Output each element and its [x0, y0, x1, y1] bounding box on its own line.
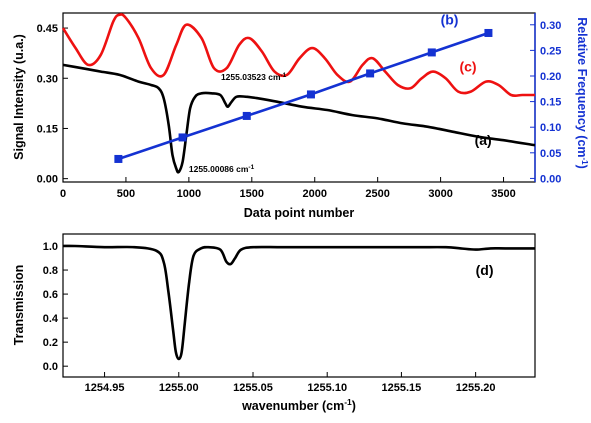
top-right-y-tick-label: 0.10	[540, 122, 561, 134]
bottom-y-axis-label: Transmission	[12, 265, 26, 346]
bottom-y-tick-label: 0.8	[43, 265, 58, 277]
top-left-y-tick-label: 0.15	[37, 123, 58, 135]
right-y-label-sup: -1	[580, 158, 589, 166]
series-b-marker	[114, 154, 123, 163]
top-x-tick-label: 1500	[240, 188, 264, 200]
top-x-tick-label: 500	[117, 188, 135, 200]
bottom-x-tick-label: 1255.05	[233, 382, 273, 394]
bottom-series-labels: (d)	[476, 262, 494, 278]
series-label: (a)	[475, 132, 492, 148]
bottom-x-label-main: wavenumber (cm	[241, 399, 344, 413]
series-b-marker	[306, 90, 315, 99]
bottom-y-ticks: 0.0 0.2 0.4 0.6 0.8 1.0	[43, 241, 68, 373]
top-x-ticks: 0 500 1000 1500 2000 2500 3000 3500	[60, 177, 516, 200]
top-x-tick-label: 2000	[302, 188, 326, 200]
top-series	[61, 13, 536, 174]
top-right-y-tick-label: 0.25	[540, 45, 561, 57]
bottom-x-label-sup: -1	[344, 397, 352, 407]
bottom-x-tick-label: 1254.95	[85, 382, 125, 394]
top-left-y-tick-label: 0.00	[37, 174, 58, 186]
top-left-y-axis-label: Signal Intensity (u.a.)	[12, 34, 26, 160]
top-right-y-axis-label: Relative Frequency (cm-1)	[575, 17, 589, 169]
series-b-marker	[484, 28, 493, 37]
series-b-marker	[366, 69, 375, 78]
top-right-y-tick-label: 0.05	[540, 148, 561, 160]
bottom-x-tick-label: 1255.10	[307, 382, 347, 394]
top-right-y-ticks: 0.00 0.05 0.10 0.15 0.20 0.25 0.30	[530, 13, 561, 185]
peak-annotation: 1255.03523 cm-1	[221, 72, 287, 82]
bottom-y-tick-label: 0.2	[43, 337, 58, 349]
series-label: (b)	[441, 12, 459, 28]
bottom-chart: 1254.95 1255.00 1255.05 1255.10 1255.15 1255.…	[12, 233, 536, 413]
series-c-line	[61, 13, 535, 98]
peak-annotation-sup: -1	[248, 164, 254, 171]
series-label: (d)	[476, 262, 494, 278]
series-a-line	[62, 63, 536, 174]
bottom-y-tick-label: 0.4	[43, 313, 59, 325]
bottom-x-axis-label: wavenumber (cm-1)	[241, 397, 356, 413]
top-x-tick-label: 3500	[491, 188, 515, 200]
series-b-marker	[178, 133, 187, 142]
series-label: (c)	[459, 59, 476, 75]
top-x-tick-label: 0	[60, 188, 66, 200]
top-right-y-tick-label: 0.30	[540, 20, 561, 32]
peak-annotation-text: 1255.03523 cm	[221, 72, 281, 82]
bottom-y-tick-label: 0.6	[43, 289, 58, 301]
bottom-y-tick-label: 0.0	[43, 361, 58, 373]
top-x-tick-label: 2500	[365, 188, 389, 200]
top-series-labels: (a) (b) (c)	[441, 12, 492, 148]
top-left-y-ticks: 0.00 0.15 0.30 0.45	[37, 23, 68, 186]
series-d-line	[62, 244, 535, 361]
series-b-marker	[242, 111, 251, 120]
top-right-y-tick-label: 0.20	[540, 71, 561, 83]
top-left-y-tick-label: 0.45	[37, 23, 58, 35]
peak-annotation: 1255.00086 cm-1	[189, 164, 255, 174]
top-x-tick-label: 3000	[428, 188, 452, 200]
peak-annotation-text: 1255.00086 cm	[189, 164, 249, 174]
bottom-plot-frame	[62, 233, 536, 378]
bottom-x-tick-label: 1255.15	[382, 382, 422, 394]
bottom-x-label-end: )	[352, 399, 356, 413]
bottom-x-tick-label: 1255.20	[456, 382, 496, 394]
top-x-tick-label: 1000	[177, 188, 201, 200]
bottom-x-ticks: 1254.95 1255.00 1255.05 1255.10 1255.15 1255.…	[85, 372, 496, 394]
right-y-label-end: )	[575, 165, 589, 169]
right-y-label-main: Relative Frequency (cm	[575, 17, 589, 157]
top-left-y-tick-label: 0.30	[37, 73, 58, 85]
bottom-x-tick-label: 1255.00	[159, 382, 199, 394]
top-right-y-tick-label: 0.00	[540, 173, 561, 185]
top-right-y-tick-label: 0.15	[540, 97, 561, 109]
bottom-y-tick-label: 1.0	[43, 241, 58, 253]
peak-annotation-sup: -1	[281, 72, 287, 79]
bottom-series	[62, 244, 535, 361]
top-x-axis-label: Data point number	[244, 206, 355, 220]
series-b-marker	[427, 48, 436, 57]
top-chart: 0 500 1000 1500 2000 2500 3000 3500 0.00 0.15 0.3…	[12, 12, 589, 220]
